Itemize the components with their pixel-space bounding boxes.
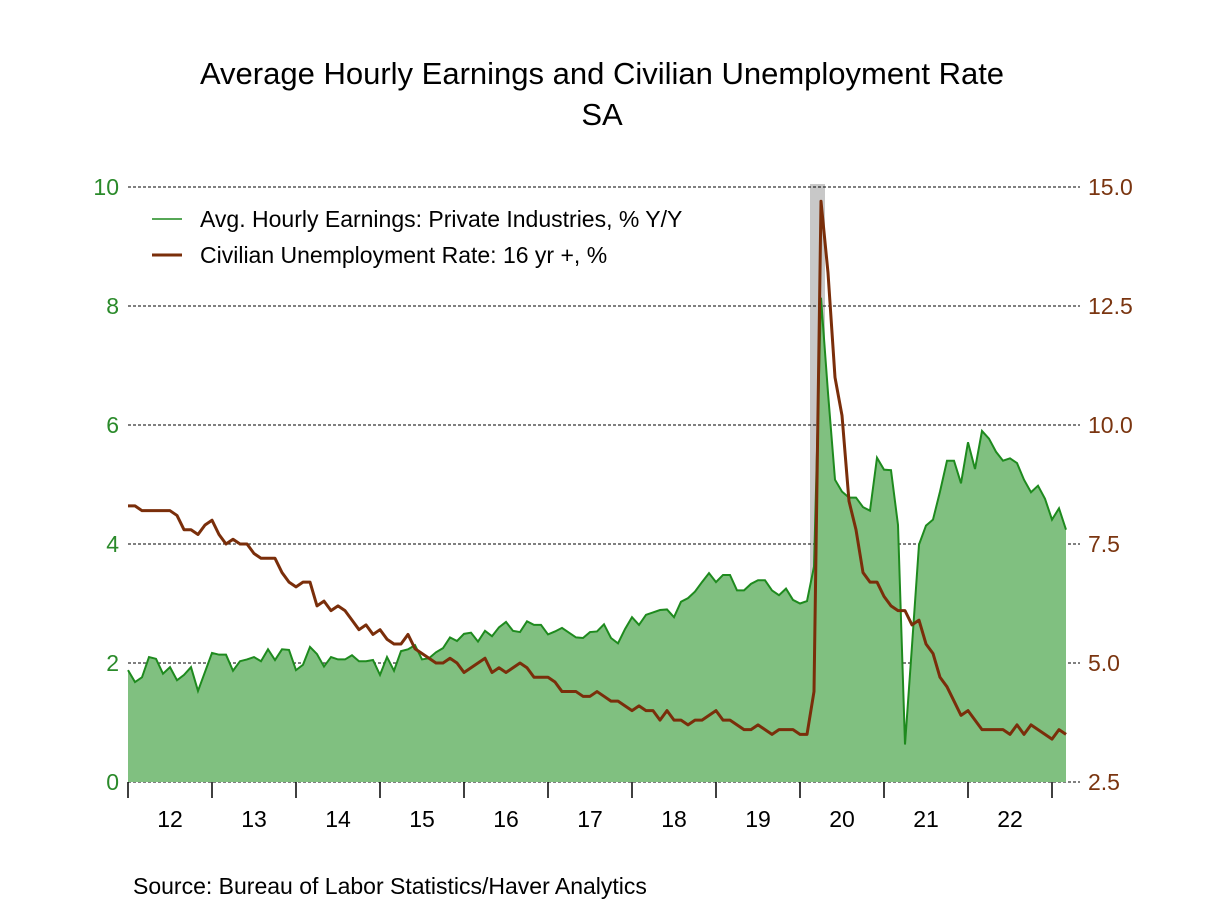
right-axis-tick-label: 15.0	[1088, 174, 1133, 200]
x-axis-tick-label: 21	[913, 806, 939, 832]
x-axis-tick-label: 12	[157, 806, 183, 832]
chart-subtitle: SA	[581, 97, 623, 132]
x-axis-tick-label: 15	[409, 806, 435, 832]
right-axis-tick-label: 7.5	[1088, 531, 1120, 557]
x-axis-tick-label: 18	[661, 806, 687, 832]
x-axis-tick-label: 16	[493, 806, 519, 832]
legend-label-unemployment: Civilian Unemployment Rate: 16 yr +, %	[200, 242, 607, 268]
earnings-line	[127, 297, 1067, 745]
x-axis-tick-label: 22	[997, 806, 1023, 832]
right-axis-tick-label: 2.5	[1088, 769, 1120, 795]
left-axis-tick-label: 0	[106, 769, 119, 795]
x-axis-tick-label: 13	[241, 806, 267, 832]
source-note: Source: Bureau of Labor Statistics/Haver…	[133, 873, 647, 899]
chart-title: Average Hourly Earnings and Civilian Une…	[200, 56, 1004, 91]
legend: Avg. Hourly Earnings: Private Industries…	[152, 206, 682, 268]
right-axis-tick-label: 5.0	[1088, 650, 1120, 676]
unemployment-series-layer	[128, 199, 1067, 741]
axes: 0 2 4 6 8 10 2.5 5.0 7.5 10.0 12.5 15.0 12 13 14 15 16 17…	[93, 174, 1132, 832]
right-axis-tick-label: 10.0	[1088, 412, 1133, 438]
left-axis-tick-label: 8	[106, 293, 119, 319]
x-axis-tick-label: 17	[577, 806, 603, 832]
earnings-series-layer	[127, 297, 1067, 782]
x-axis-tick-label: 14	[325, 806, 351, 832]
legend-label-earnings: Avg. Hourly Earnings: Private Industries…	[200, 206, 682, 232]
left-axis-tick-label: 2	[106, 650, 119, 676]
x-axis-tick-label: 19	[745, 806, 771, 832]
right-axis-tick-label: 12.5	[1088, 293, 1133, 319]
earnings-area-fill	[128, 297, 1066, 782]
left-axis-tick-label: 10	[93, 174, 119, 200]
left-axis-tick-label: 4	[106, 531, 119, 557]
unemployment-line	[128, 199, 1067, 741]
left-axis-tick-label: 6	[106, 412, 119, 438]
x-axis-tick-label: 20	[829, 806, 855, 832]
